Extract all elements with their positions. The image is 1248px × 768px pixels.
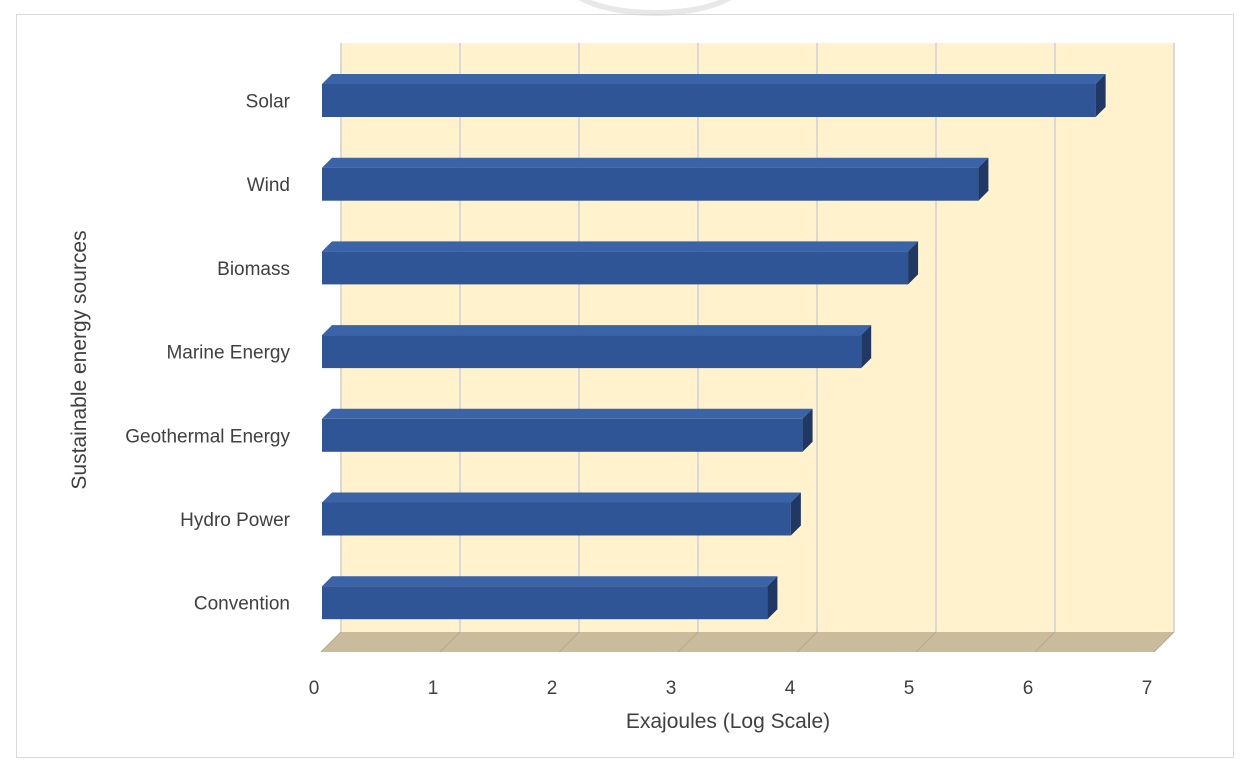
bar-top-face: [322, 325, 872, 336]
floor-gridline: [439, 631, 461, 653]
bar-end-face: [861, 325, 872, 369]
bar-front-face: [322, 502, 791, 536]
x-tick-label: 4: [785, 678, 796, 699]
category-label: Solar: [246, 92, 291, 113]
x-tick-label: 2: [547, 678, 558, 699]
floor: [321, 632, 1174, 652]
floor-gridline: [1034, 631, 1056, 653]
bar: [322, 492, 801, 536]
bar-front-face: [322, 167, 979, 201]
bar-top-face: [322, 576, 778, 587]
floor-gridline: [1153, 631, 1175, 653]
x-tick-label: 5: [904, 678, 915, 699]
bar-top-face: [322, 241, 919, 252]
floor-gridline: [915, 631, 937, 653]
floor-gridline: [320, 631, 342, 653]
category-label: Hydro Power: [180, 510, 290, 531]
bar-front-face: [322, 418, 803, 452]
category-label: Wind: [247, 175, 290, 196]
bar-top-face: [322, 408, 813, 419]
floor-gridline: [558, 631, 580, 653]
chart-frame: [16, 14, 1234, 758]
x-axis-title: Exajoules (Log Scale): [626, 710, 830, 733]
bar: [322, 74, 1106, 117]
bar: [322, 157, 989, 201]
bar: [322, 325, 872, 369]
bar-front-face: [322, 84, 1096, 117]
y-axis-title: Sustainable energy sources: [68, 230, 91, 489]
bar-front-face: [322, 335, 862, 369]
x-tick-label: 7: [1142, 678, 1153, 699]
bar-end-face: [790, 492, 801, 536]
bar-end-face: [908, 241, 919, 285]
bar-end-face: [1095, 74, 1106, 117]
bar-top-face: [322, 157, 989, 168]
bar-top-face: [322, 74, 1106, 84]
x-tick-label: 1: [428, 678, 439, 699]
bar: [322, 576, 778, 620]
category-label: Geothermal Energy: [125, 426, 290, 447]
bar-end-face: [978, 157, 989, 201]
bar-end-face: [767, 576, 778, 620]
category-label: Biomass: [217, 259, 290, 280]
bar: [322, 408, 813, 452]
category-label: Marine Energy: [166, 343, 290, 364]
x-tick-label: 3: [666, 678, 677, 699]
bar-end-face: [802, 408, 813, 452]
bar-top-face: [322, 492, 801, 503]
x-tick-label: 6: [1023, 678, 1034, 699]
category-label: Convention: [194, 594, 290, 615]
bar: [322, 241, 919, 285]
x-tick-label: 0: [309, 678, 320, 699]
floor-gridline: [796, 631, 818, 653]
bar-front-face: [322, 586, 768, 620]
bar-front-face: [322, 251, 909, 285]
floor-gridline: [677, 631, 699, 653]
